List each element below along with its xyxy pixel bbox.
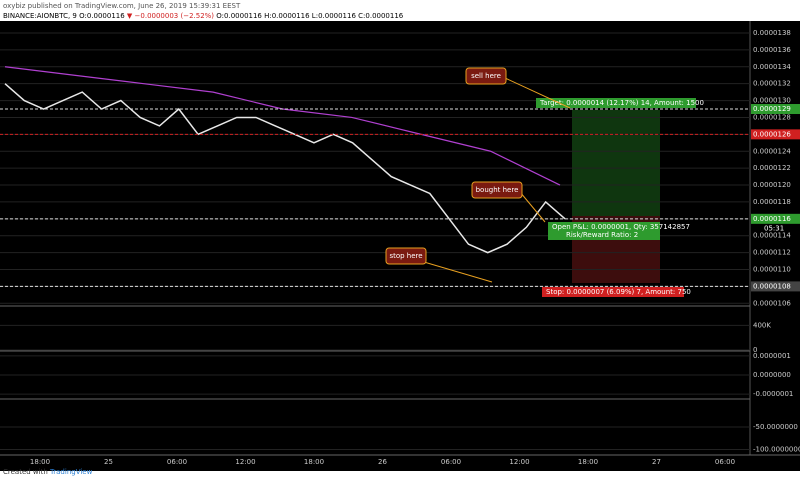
x-tick-label: 25 xyxy=(104,458,113,466)
callout xyxy=(385,247,427,265)
pnl-box xyxy=(548,222,660,240)
x-tick-label: 12:00 xyxy=(509,458,529,466)
countdown-box xyxy=(760,224,800,233)
brand: TradingView xyxy=(49,468,93,476)
y-tick-label: -100.0000000 xyxy=(753,446,800,454)
y-tick-label: 0.0000001 xyxy=(753,352,791,360)
y-tick-label: 0.0000138 xyxy=(753,29,791,37)
publisher: oxybiz published on TradingView.com, Jun… xyxy=(3,2,241,10)
callout xyxy=(471,181,523,199)
y-tick-label: 0.0000118 xyxy=(753,198,791,206)
footer-credit: Created with TradingView xyxy=(3,468,93,476)
callout-text: bought here xyxy=(476,186,519,194)
x-tick-label: 26 xyxy=(378,458,387,466)
y-tick-label: 0.0000128 xyxy=(753,113,791,121)
symbol-text: BINANCE:AIONBTC, 9 O:0.0000116 xyxy=(3,12,125,20)
pnl-text: Open P&L: 0.0000001, Qty: 357142857 xyxy=(552,223,690,231)
change: ▼ −0.0000003 (−2.52%) xyxy=(127,12,214,20)
price-badge xyxy=(751,129,800,140)
y-tick-label: 0 xyxy=(753,346,757,354)
price-badge xyxy=(751,281,800,292)
price-badge-label: 0.0000129 xyxy=(753,105,791,113)
x-tick-label: 18:00 xyxy=(304,458,324,466)
y-tick-label: 0.0000110 xyxy=(753,266,791,274)
target-box xyxy=(536,98,696,108)
y-tick-label: 0.0000124 xyxy=(753,147,791,155)
y-tick-label: 0.0000122 xyxy=(753,164,791,172)
y-tick-label: 0.0000130 xyxy=(753,97,791,105)
target-text: Target: 0.0000014 (12.17%) 14, Amount: 1… xyxy=(539,99,704,107)
price-badge-label: 0.0000116 xyxy=(753,215,791,223)
callout-line xyxy=(423,261,493,283)
callout-line xyxy=(519,191,546,223)
y-tick-label: 0.0000106 xyxy=(753,299,791,307)
y-tick-label: -50.0000000 xyxy=(753,423,798,431)
x-tick-label: 27 xyxy=(652,458,661,466)
x-tick-label: 18:00 xyxy=(578,458,598,466)
ratio-text: Risk/Reward Ratio: 2 xyxy=(566,231,638,239)
symbol: BINANCE:AIONBTC, 9 O:0.0000116 ▼ −0.0000… xyxy=(3,12,404,20)
y-tick-label: 400K xyxy=(753,321,771,329)
x-tick-label: 06:00 xyxy=(441,458,461,466)
credit: Created with xyxy=(3,468,48,476)
chart-background xyxy=(0,21,800,471)
x-tick-label: 18:00 xyxy=(30,458,50,466)
callout-text: stop here xyxy=(389,252,422,260)
ohlc: O:0.0000116 H:0.0000116 L:0.0000116 C:0.… xyxy=(216,12,404,20)
y-tick-label: 0.0000000 xyxy=(753,371,791,379)
callout-line xyxy=(504,77,571,109)
x-tick-label: 12:00 xyxy=(235,458,255,466)
y-tick-label: 0.0000112 xyxy=(753,249,791,257)
stop-text: Stop: 0.0000007 (6.09%) 7, Amount: 750 xyxy=(546,288,691,296)
price-badge xyxy=(751,104,800,115)
price-badge-label: 0.0000108 xyxy=(753,282,791,290)
price-badge-label: 0.0000126 xyxy=(753,130,791,138)
price-badge xyxy=(751,213,800,224)
stop-box xyxy=(542,287,684,297)
marks xyxy=(0,32,750,450)
callout xyxy=(465,67,507,85)
x-tick-label: 06:00 xyxy=(167,458,187,466)
countdown: 05:31 xyxy=(764,225,784,233)
price-line xyxy=(4,83,566,254)
y-tick-label: 0.0000132 xyxy=(753,80,791,88)
y-tick-label: 0.0000136 xyxy=(753,46,791,54)
y-tick-label: -0.0000001 xyxy=(753,390,793,398)
profit-zone xyxy=(572,110,660,216)
y-tick-label: 0.0000120 xyxy=(753,181,791,189)
y-tick-label: 0.0000134 xyxy=(753,63,791,71)
y-tick-label: 0.0000114 xyxy=(753,232,791,240)
x-tick-label: 06:00 xyxy=(715,458,735,466)
callout-text: sell here xyxy=(471,72,501,80)
